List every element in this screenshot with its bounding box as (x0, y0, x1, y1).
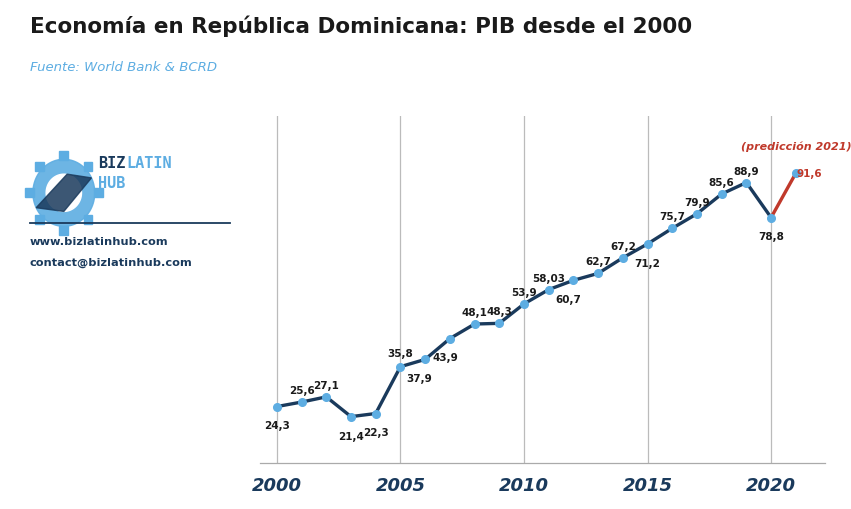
Text: 25,6: 25,6 (288, 385, 314, 395)
Text: 37,9: 37,9 (407, 374, 432, 384)
Text: 22,3: 22,3 (363, 428, 389, 438)
Text: 48,1: 48,1 (461, 307, 488, 318)
Text: contact@bizlatinhub.com: contact@bizlatinhub.com (30, 257, 192, 267)
Text: 35,8: 35,8 (387, 349, 414, 359)
Polygon shape (94, 189, 102, 198)
Text: 67,2: 67,2 (610, 241, 636, 251)
Text: 48,3: 48,3 (486, 307, 512, 317)
Text: LATIN: LATIN (126, 155, 172, 170)
Text: 27,1: 27,1 (313, 380, 340, 390)
Text: 79,9: 79,9 (684, 197, 710, 207)
Polygon shape (60, 152, 68, 161)
Polygon shape (33, 160, 94, 227)
Text: 43,9: 43,9 (433, 353, 459, 363)
Text: 60,7: 60,7 (555, 295, 580, 304)
Polygon shape (83, 163, 93, 172)
Text: (predicción 2021): (predicción 2021) (740, 141, 851, 152)
Polygon shape (83, 215, 93, 224)
Polygon shape (26, 189, 34, 198)
Polygon shape (46, 175, 82, 212)
Text: 62,7: 62,7 (585, 257, 611, 267)
Text: 53,9: 53,9 (511, 288, 537, 297)
Text: BIZ: BIZ (98, 155, 125, 170)
Text: 85,6: 85,6 (709, 178, 734, 188)
Text: Fuente: World Bank & BCRD: Fuente: World Bank & BCRD (30, 61, 217, 74)
Text: www.bizlatinhub.com: www.bizlatinhub.com (30, 237, 168, 247)
Polygon shape (60, 226, 68, 235)
Text: 91,6: 91,6 (797, 169, 823, 179)
Text: 88,9: 88,9 (734, 166, 759, 176)
Text: 58,03: 58,03 (532, 273, 565, 283)
Polygon shape (35, 215, 44, 224)
Text: Economía en República Dominicana: PIB desde el 2000: Economía en República Dominicana: PIB de… (30, 15, 692, 37)
Text: 71,2: 71,2 (635, 258, 660, 268)
Polygon shape (35, 163, 44, 172)
Text: 21,4: 21,4 (338, 431, 364, 441)
Text: 78,8: 78,8 (758, 232, 784, 242)
Text: 24,3: 24,3 (264, 420, 290, 431)
Text: 75,7: 75,7 (660, 212, 685, 222)
Polygon shape (37, 175, 91, 212)
Text: HUB: HUB (98, 176, 125, 190)
